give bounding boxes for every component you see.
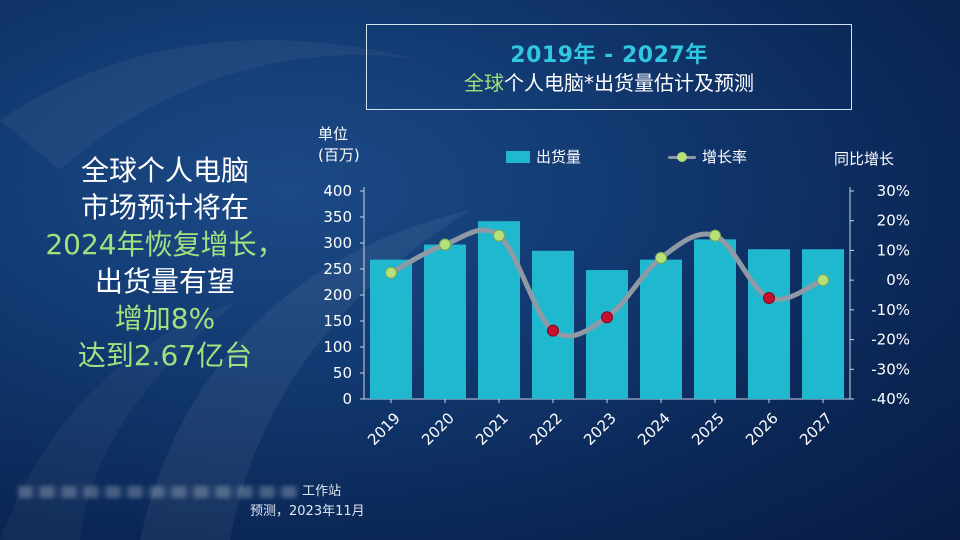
x-tick-label: 2021 bbox=[472, 409, 512, 449]
left-tick-label: 150 bbox=[323, 312, 352, 330]
x-tick-label: 2022 bbox=[526, 409, 566, 449]
right-tick-label: -10% bbox=[871, 301, 910, 319]
left-tick-label: 300 bbox=[323, 234, 352, 252]
bar-2019 bbox=[370, 259, 412, 399]
x-tick-label: 2020 bbox=[418, 409, 458, 449]
left-tick-label: 250 bbox=[323, 260, 352, 278]
chart-title-subject: 全球个人电脑*出货量估计及预测 bbox=[367, 67, 851, 96]
left-tick-label: 400 bbox=[323, 182, 352, 200]
growth-point-2024 bbox=[655, 251, 667, 264]
legend-bar-swatch bbox=[506, 150, 530, 163]
x-tick-label: 2023 bbox=[580, 409, 620, 449]
growth-point-2022 bbox=[547, 324, 559, 337]
headline-line-2: 市场预计将在 bbox=[80, 191, 249, 224]
bar-2020 bbox=[424, 244, 466, 399]
chart-title-rest: 个人电脑*出货量估计及预测 bbox=[504, 71, 754, 95]
bar-2021 bbox=[478, 221, 520, 399]
growth-point-2026 bbox=[763, 291, 775, 304]
left-tick-label: 50 bbox=[333, 364, 352, 382]
right-tick-label: 30% bbox=[877, 182, 910, 200]
left-tick-label: 0 bbox=[342, 390, 352, 408]
x-tick-label: 2024 bbox=[634, 409, 674, 449]
x-tick-label: 2019 bbox=[364, 409, 404, 449]
growth-point-2025 bbox=[709, 229, 721, 242]
left-tick-label: 100 bbox=[323, 338, 352, 356]
x-tick-label: 2025 bbox=[688, 409, 728, 449]
x-tick-label: 2027 bbox=[796, 409, 836, 449]
headline-line-4: 出货量有望 bbox=[94, 265, 235, 298]
growth-point-2023 bbox=[601, 311, 613, 324]
bar-2025 bbox=[694, 239, 736, 399]
x-tick-label: 2026 bbox=[742, 409, 782, 449]
bar-2027 bbox=[802, 249, 844, 399]
headline-text: 全球个人电脑 市场预计将在 2024年恢复增长， 出货量有望 增加8% 达到2.… bbox=[20, 152, 310, 374]
legend-line-swatch bbox=[668, 150, 696, 164]
headline-line-1: 全球个人电脑 bbox=[80, 154, 249, 187]
headline-line-6: 达到2.67亿台 bbox=[77, 339, 253, 372]
left-tick-label: 350 bbox=[323, 208, 352, 226]
left-axis-unit-line-2: (百万) bbox=[318, 146, 360, 164]
right-tick-label: 10% bbox=[877, 241, 910, 259]
left-tick-label: 200 bbox=[323, 286, 352, 304]
bar-2026 bbox=[748, 249, 790, 399]
source-redacted bbox=[18, 485, 298, 498]
legend-item-shipments: 出货量 bbox=[506, 146, 581, 167]
growth-point-2020 bbox=[439, 238, 451, 251]
bar-2024 bbox=[640, 259, 682, 399]
right-tick-label: -30% bbox=[871, 360, 910, 378]
right-tick-label: 20% bbox=[877, 212, 910, 230]
legend-item-growth: 增长率 bbox=[668, 146, 747, 167]
legend-line-label: 增长率 bbox=[702, 148, 748, 166]
source-note: 工作站 预测，2023年11月 bbox=[18, 482, 365, 519]
source-date: 预测，2023年11月 bbox=[250, 504, 365, 519]
headline-line-3: 2024年恢复增长， bbox=[45, 228, 285, 261]
chart-title-box: 2019年 - 2027年 全球个人电脑*出货量估计及预测 bbox=[366, 24, 852, 110]
chart-title-years: 2019年 - 2027年 bbox=[510, 43, 708, 68]
growth-point-2019 bbox=[385, 266, 397, 279]
growth-point-2027 bbox=[817, 274, 829, 287]
source-text: 工作站 bbox=[302, 484, 342, 499]
chart-title-highlight: 全球 bbox=[464, 71, 504, 95]
bar-2023 bbox=[586, 270, 628, 399]
left-axis-unit-line-1: 单位 bbox=[318, 125, 349, 143]
left-axis-unit: 单位 (百万) bbox=[318, 124, 360, 166]
right-tick-label: -20% bbox=[871, 331, 910, 349]
headline-line-5: 增加8% bbox=[114, 302, 216, 335]
legend-bar-label: 出货量 bbox=[536, 148, 582, 166]
growth-point-2021 bbox=[493, 229, 505, 242]
right-tick-label: -40% bbox=[871, 390, 910, 408]
right-tick-label: 0% bbox=[886, 271, 910, 289]
right-axis-title: 同比增长 bbox=[834, 150, 895, 168]
